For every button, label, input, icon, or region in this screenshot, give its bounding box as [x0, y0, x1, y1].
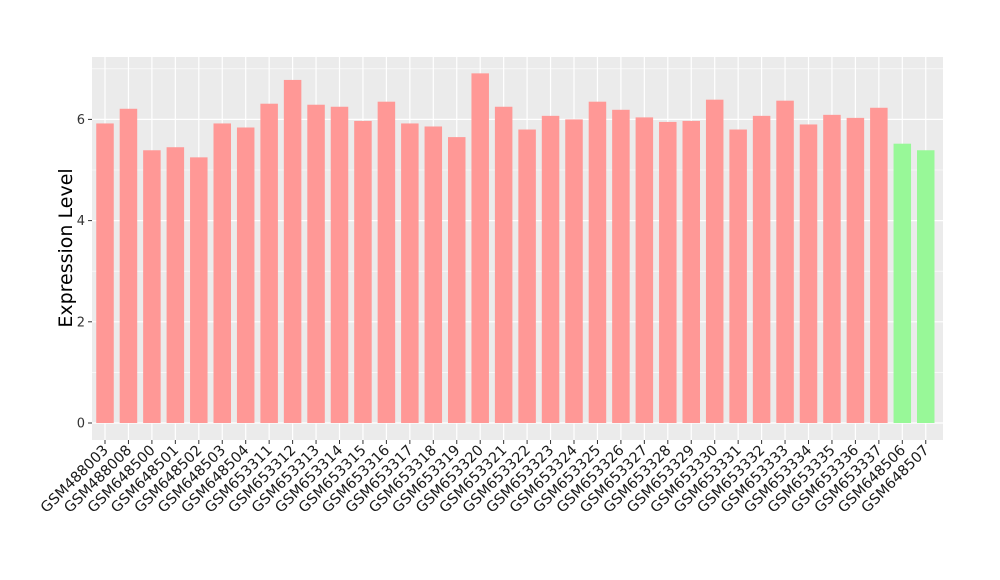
bar — [729, 129, 747, 423]
bar — [330, 106, 349, 423]
bar — [541, 115, 560, 423]
bar — [659, 121, 677, 424]
bar — [917, 150, 935, 424]
y-axis: 0 2 4 6 — [77, 113, 92, 432]
bar — [471, 73, 489, 423]
bar — [377, 101, 396, 423]
bar — [166, 147, 185, 424]
bar — [354, 120, 372, 423]
bar — [494, 106, 513, 423]
y-tick-label: 6 — [77, 113, 85, 128]
bar — [213, 123, 231, 423]
bar — [752, 115, 771, 423]
bar — [846, 117, 865, 423]
bar — [260, 103, 278, 424]
bar — [448, 137, 466, 424]
y-tick-label: 2 — [77, 315, 85, 330]
y-tick-label: 4 — [77, 214, 85, 229]
bar — [893, 143, 912, 424]
y-tick-label: 0 — [77, 417, 85, 432]
bar — [236, 127, 255, 423]
bar — [307, 104, 325, 423]
bar — [119, 108, 138, 424]
x-axis: GSM488003GSM488008GSM648500GSM648501GSM6… — [38, 440, 933, 516]
bar — [776, 100, 794, 423]
bar — [682, 120, 700, 423]
bar — [143, 150, 161, 424]
bar — [635, 117, 654, 423]
bar — [190, 157, 208, 423]
bar — [588, 101, 607, 423]
bar — [424, 126, 443, 423]
bar — [518, 129, 536, 423]
bar — [705, 99, 724, 423]
bar — [799, 124, 818, 424]
y-axis-title: Expression Level — [55, 168, 77, 327]
bar — [96, 123, 114, 423]
bar — [283, 79, 302, 423]
bar — [565, 119, 583, 424]
bar — [612, 109, 630, 423]
bar — [823, 114, 841, 423]
bars — [96, 73, 935, 424]
bar — [870, 107, 888, 424]
bar — [401, 123, 419, 423]
